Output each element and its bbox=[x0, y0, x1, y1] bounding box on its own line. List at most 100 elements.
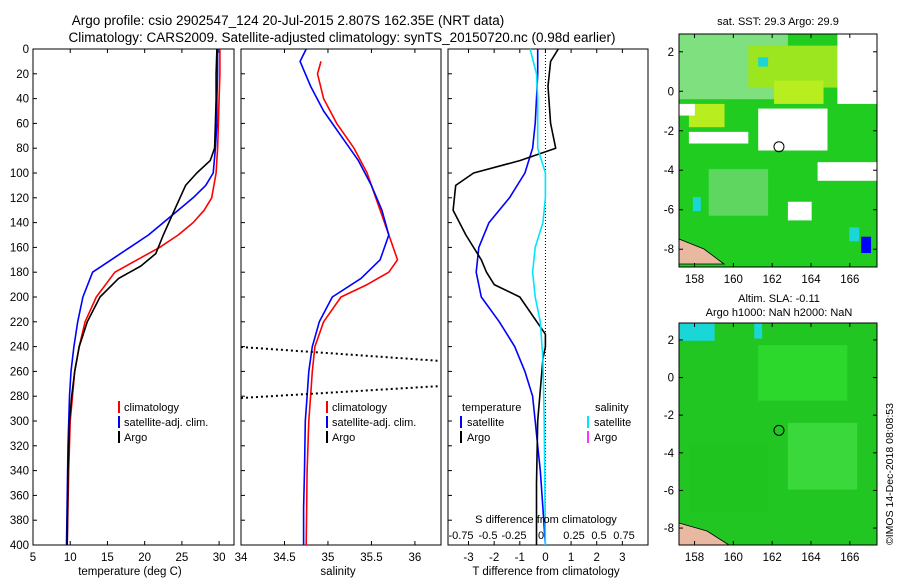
y-tick-label: 20 bbox=[16, 69, 29, 81]
sla-map-patch bbox=[679, 323, 715, 341]
temperature-legend: climatology satellite-adj. clim. Argo bbox=[118, 401, 208, 444]
x-tick-label: 25 bbox=[175, 552, 188, 564]
series-line-salinity-satellite bbox=[529, 48, 547, 546]
sst-map-patch bbox=[758, 108, 828, 151]
s-difference-tick-label: -0.25 bbox=[501, 530, 526, 542]
map-x-tick-label: 164 bbox=[801, 552, 821, 564]
sla-map-axes: 2 0 -2 -4 -6 -8 158 160 162 164 166 bbox=[664, 323, 877, 564]
difference-plot-frame bbox=[447, 48, 649, 546]
y-tick-label: 200 bbox=[10, 292, 29, 304]
x-tick-label: 30 bbox=[213, 552, 226, 564]
figure-title-line1: Argo profile: csio 2902547_124 20-Jul-20… bbox=[72, 13, 505, 28]
y-tick-label: 160 bbox=[10, 242, 29, 254]
y-tick-label: 80 bbox=[16, 143, 29, 155]
temperature-plot-frame bbox=[32, 48, 235, 546]
s-difference-tick-label: 0.25 bbox=[563, 530, 584, 542]
map-y-tick-label: -8 bbox=[664, 523, 674, 535]
salinity-series bbox=[299, 48, 399, 546]
sla-map-patch bbox=[787, 422, 858, 490]
x-tick-label: 35.5 bbox=[360, 552, 382, 564]
s-difference-axis-label: S difference from climatology bbox=[475, 514, 617, 526]
sst-map-patch bbox=[688, 131, 749, 144]
salinity-axis-label: salinity bbox=[320, 566, 355, 578]
sst-map-frame bbox=[678, 33, 878, 268]
y-tick-label: 240 bbox=[10, 342, 29, 354]
map-x-tick-label: 162 bbox=[763, 274, 782, 286]
y-tick-label: 320 bbox=[10, 441, 29, 453]
sst-map-patch bbox=[774, 80, 824, 104]
y-tick-label: 140 bbox=[10, 218, 29, 230]
s-difference-tick-label: -0.75 bbox=[448, 530, 473, 542]
y-tick-label: 100 bbox=[10, 168, 29, 180]
legend-satellite: satellite-adj. clim. bbox=[124, 417, 208, 429]
dotted-guide-line-1 bbox=[240, 346, 442, 362]
sla-map-patch bbox=[688, 445, 769, 512]
legend-argo: Argo bbox=[332, 432, 355, 444]
sst-map-patches bbox=[678, 34, 877, 265]
s-difference-tick-label: -0.5 bbox=[479, 530, 498, 542]
legend-salinity-title: salinity bbox=[595, 402, 629, 414]
y-tick-label: 340 bbox=[10, 466, 29, 478]
x-tick-label: 36 bbox=[409, 552, 422, 564]
legend-climatology: climatology bbox=[124, 402, 180, 414]
map-y-tick-label: 2 bbox=[668, 47, 674, 59]
s-difference-tick-label: 0.75 bbox=[613, 530, 634, 542]
map-x-tick-label: 162 bbox=[763, 552, 782, 564]
sla-argo-location-marker bbox=[773, 424, 785, 436]
temperature-series bbox=[65, 48, 221, 546]
depth-axis: 0 20 40 60 80 100 120 140 160 180 200 220 240 260 280 3… bbox=[10, 44, 37, 552]
sst-map-patch bbox=[708, 169, 769, 216]
y-tick-label: 0 bbox=[23, 44, 29, 56]
sst-argo-location-marker bbox=[773, 141, 785, 153]
map-x-tick-label: 160 bbox=[724, 274, 743, 286]
map-y-tick-label: -2 bbox=[664, 410, 674, 422]
map-x-tick-label: 160 bbox=[724, 552, 743, 564]
y-tick-label: 380 bbox=[10, 515, 29, 527]
difference-legend: temperature satellite Argo salinity sate… bbox=[460, 402, 631, 444]
map-y-tick-label: -6 bbox=[664, 205, 674, 217]
series-line-climatology bbox=[305, 61, 399, 546]
sla-map: Altim. SLA: -0.11 Argo h1000: NaN h2000:… bbox=[664, 293, 878, 564]
sla-map-patches bbox=[678, 323, 858, 546]
sst-map: sat. SST: 29.3 Argo: 29.9 2 0 -2 -4 -6 -8 158 1… bbox=[664, 16, 878, 286]
map-x-tick-label: 166 bbox=[840, 274, 859, 286]
map-x-tick-label: 166 bbox=[840, 552, 859, 564]
map-y-tick-label: 0 bbox=[668, 86, 674, 98]
sst-map-patch bbox=[849, 227, 860, 242]
sst-map-patch bbox=[688, 103, 725, 128]
temperature-axis-label: temperature (deg C) bbox=[78, 566, 182, 578]
map-y-tick-label: -4 bbox=[664, 448, 675, 460]
map-x-tick-label: 158 bbox=[685, 274, 704, 286]
map-y-tick-label: -4 bbox=[664, 165, 675, 177]
y-tick-label: 180 bbox=[10, 267, 29, 279]
sst-map-title: sat. SST: 29.3 Argo: 29.9 bbox=[717, 16, 839, 28]
s-difference-ticks: -0.75 -0.5 -0.25 0 0.25 0.5 0.75 bbox=[448, 530, 634, 542]
s-difference-tick-label: 0 bbox=[538, 530, 544, 542]
sla-map-title-line1: Altim. SLA: -0.11 bbox=[738, 293, 820, 305]
x-tick-label: -2 bbox=[489, 552, 499, 564]
x-tick-label: 0 bbox=[542, 552, 548, 564]
figure-title-line2: Climatology: CARS2009. Satellite-adjuste… bbox=[68, 30, 615, 45]
map-y-tick-label: 2 bbox=[668, 335, 674, 347]
x-tick-label: -1 bbox=[515, 552, 525, 564]
s-difference-tick-label: 0.5 bbox=[591, 530, 606, 542]
imos-watermark: ©IMOS 14-Dec-2018 08:08:53 bbox=[884, 403, 896, 545]
t-difference-axis-label: T difference from climatology bbox=[472, 566, 619, 578]
map-y-tick-label: -8 bbox=[664, 244, 674, 256]
y-tick-label: 260 bbox=[10, 366, 29, 378]
sst-map-patch bbox=[861, 236, 872, 254]
sst-map-patch bbox=[837, 34, 877, 104]
y-tick-label: 280 bbox=[10, 391, 29, 403]
sst-map-patch bbox=[692, 197, 701, 212]
y-tick-label: 60 bbox=[16, 118, 29, 130]
x-tick-label: -3 bbox=[463, 552, 473, 564]
legend-satellite: satellite-adj. clim. bbox=[332, 417, 416, 429]
legend-s-argo: Argo bbox=[594, 432, 617, 444]
salinity-x-axis: 34 34.5 35 35.5 36 bbox=[235, 48, 422, 564]
y-tick-label: 120 bbox=[10, 193, 29, 205]
sla-map-patch bbox=[758, 345, 848, 401]
x-tick-label: 3 bbox=[619, 552, 625, 564]
salinity-legend: climatology satellite-adj. clim. Argo bbox=[326, 401, 416, 444]
sst-map-axes: 2 0 -2 -4 -6 -8 158 160 162 164 166 bbox=[664, 34, 877, 286]
